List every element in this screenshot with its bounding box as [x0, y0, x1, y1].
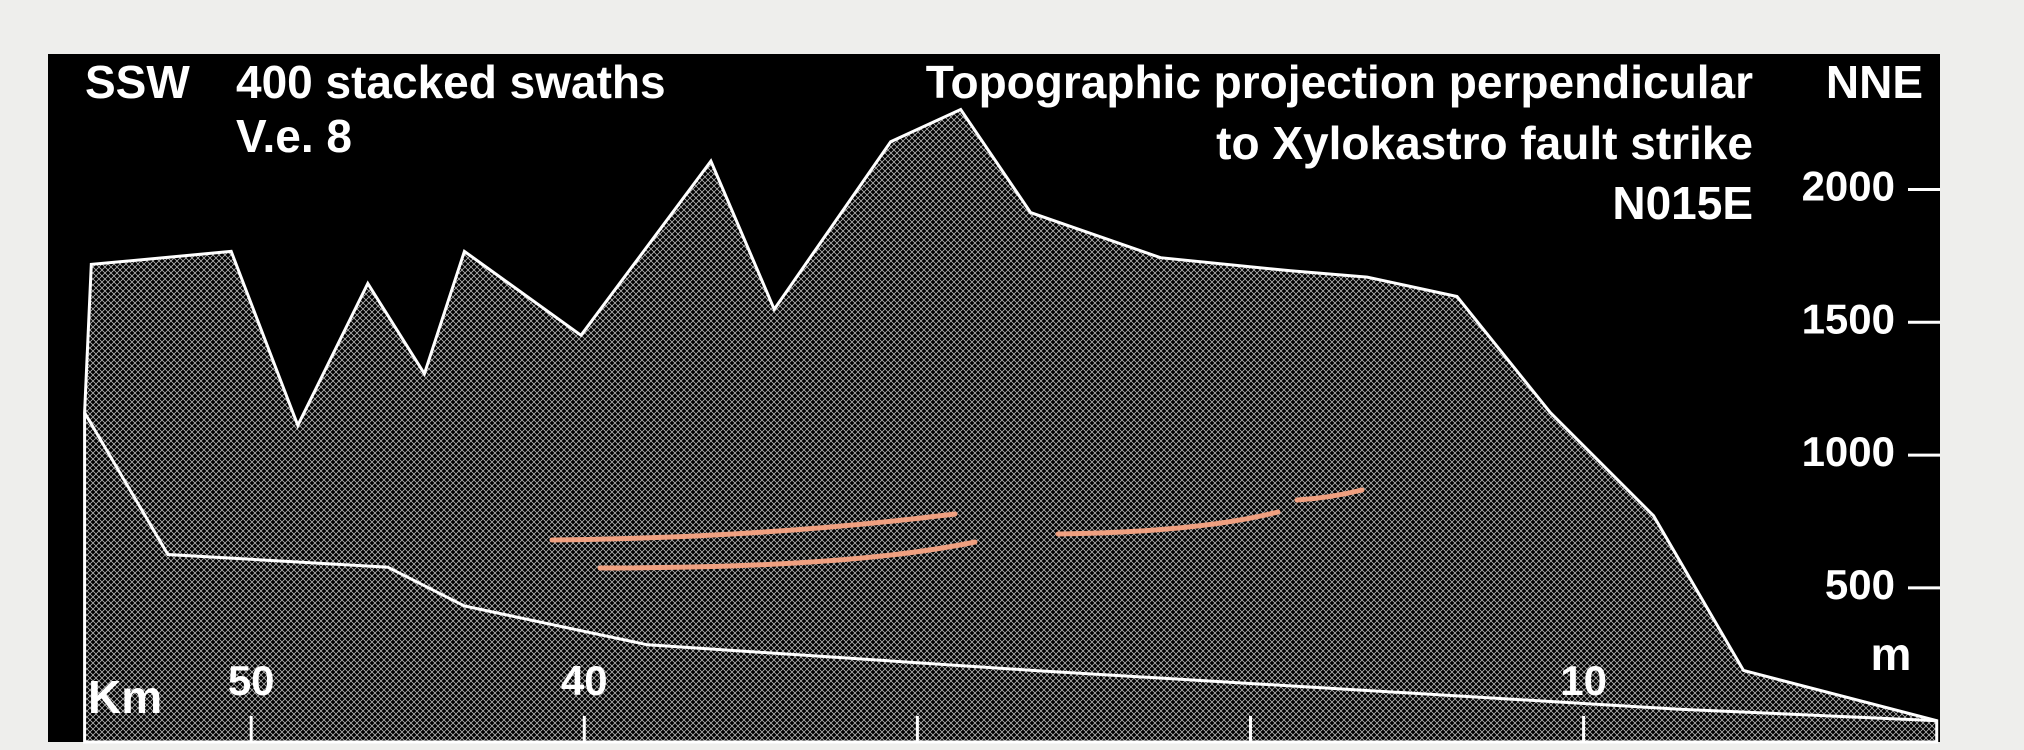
marks	[83, 107, 1939, 744]
x-tick-label: 10	[1560, 657, 1607, 704]
title-line: N015E	[1612, 177, 1753, 229]
title-line: Topographic projection perpendicular	[926, 56, 1753, 108]
x-tick-label: 40	[561, 657, 608, 704]
x-axis-label: Km	[88, 671, 162, 723]
terrain-floor	[83, 411, 1937, 723]
fault-trace	[1055, 509, 1281, 537]
x-tick-label: 50	[228, 657, 275, 704]
y-axis-label: m	[1871, 628, 1912, 680]
fault-trace	[1294, 487, 1365, 503]
fault-traces	[549, 487, 1365, 571]
title-line: to Xylokastro fault strike	[1216, 117, 1753, 169]
y-tick-label: 1500	[1802, 295, 1895, 342]
terrain-area	[83, 107, 1939, 744]
swath-label: 400 stacked swaths	[236, 56, 666, 108]
y-tick-label: 2000	[1802, 163, 1895, 210]
fault-trace	[549, 511, 958, 543]
direction-label: NNE	[1826, 56, 1923, 108]
y-tick-label: 500	[1825, 561, 1895, 608]
fault-trace	[597, 539, 978, 571]
direction-label: SSW	[85, 56, 190, 108]
exaggeration-label: V.e. 8	[236, 110, 352, 162]
y-tick-label: 1000	[1802, 428, 1895, 475]
